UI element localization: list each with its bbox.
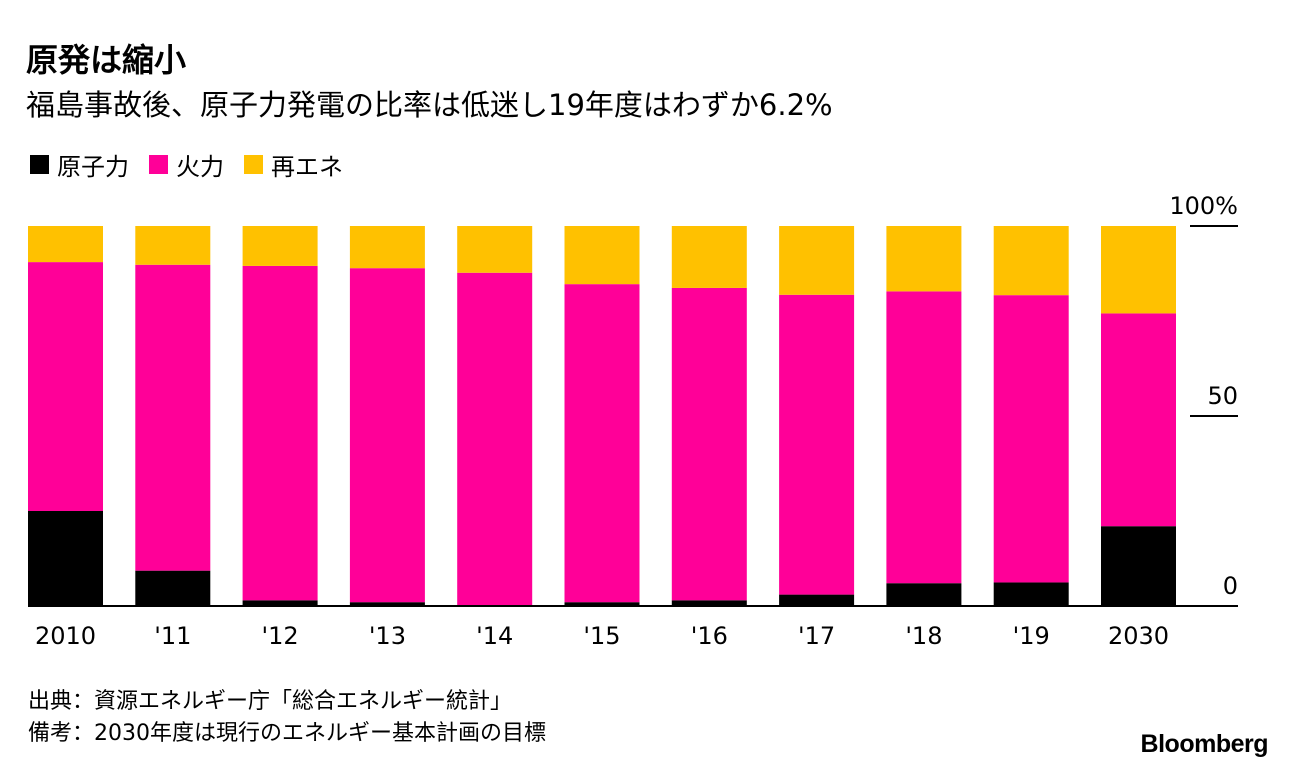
bar-thermal-2010 xyxy=(28,262,103,511)
chart-title: 原発は縮小 xyxy=(26,41,187,79)
bar-nuclear-2015 xyxy=(564,602,640,606)
bar-thermal-2012 xyxy=(242,265,318,601)
bar-renewable-2015 xyxy=(564,226,640,285)
source-note: 出典：資源エネルギー庁「総合エネルギー統計」 xyxy=(28,689,513,714)
x-tick-label-2011: '11 xyxy=(154,622,191,650)
bar-nuclear-2019 xyxy=(993,582,1069,606)
bar-thermal-2011 xyxy=(135,264,211,571)
bar-renewable-2010 xyxy=(28,226,103,263)
legend-label-nuclear: 原子力 xyxy=(57,152,129,181)
x-tick-label-2018: '18 xyxy=(905,622,942,650)
bar-thermal-2017 xyxy=(779,294,855,595)
x-tick-label-2014: '14 xyxy=(476,622,513,650)
x-tick-label-2016: '16 xyxy=(691,622,728,650)
bar-renewable-2019 xyxy=(993,226,1069,296)
legend-swatch-thermal xyxy=(149,154,168,174)
x-tick-label-2012: '12 xyxy=(262,622,299,650)
bar-renewable-2013 xyxy=(349,226,425,269)
legend: 原子力 火力 再エネ xyxy=(30,144,363,184)
x-tick-label-2030: 2030 xyxy=(1108,622,1169,650)
bar-renewable-2016 xyxy=(671,226,747,288)
legend-item-nuclear: 原子力 xyxy=(30,147,129,182)
bloomberg-logo: Bloomberg xyxy=(1140,730,1269,758)
bar-thermal-2018 xyxy=(886,291,962,584)
bar-renewable-2014 xyxy=(457,226,533,273)
bar-thermal-2016 xyxy=(671,287,747,601)
legend-label-renewable: 再エネ xyxy=(271,152,343,181)
legend-item-renewable: 再エネ xyxy=(244,147,343,182)
bar-renewable-2030 xyxy=(1101,226,1176,314)
legend-swatch-renewable xyxy=(244,154,263,174)
legend-label-thermal: 火力 xyxy=(176,152,224,181)
bar-thermal-2019 xyxy=(993,295,1069,583)
x-tick-label-2019: '19 xyxy=(1013,622,1050,650)
bar-renewable-2011 xyxy=(135,226,211,265)
legend-swatch-nuclear xyxy=(30,154,49,174)
x-tick-label-2010: 2010 xyxy=(35,622,96,650)
remark-note: 備考：2030年度は現行のエネルギー基本計画の目標 xyxy=(28,721,546,746)
bar-nuclear-2010 xyxy=(28,511,103,606)
bar-nuclear-2018 xyxy=(886,583,962,606)
y-tick-label-50: 50 xyxy=(1207,382,1238,410)
x-tick-label-2017: '17 xyxy=(798,622,835,650)
bar-nuclear-2011 xyxy=(135,570,211,606)
x-tick-label-2015: '15 xyxy=(583,622,620,650)
bar-thermal-2015 xyxy=(564,284,640,603)
chart-notes: 出典：資源エネルギー庁「総合エネルギー統計」 備考：2030年度は現行のエネルギ… xyxy=(28,686,546,750)
bar-nuclear-2016 xyxy=(671,600,747,606)
bar-thermal-2013 xyxy=(349,268,425,603)
chart-subtitle: 福島事故後、原子力発電の比率は低迷し19年度はわずか6.2% xyxy=(26,88,833,122)
x-tick-label-2013: '13 xyxy=(369,622,406,650)
bar-renewable-2012 xyxy=(242,226,318,266)
bar-nuclear-2017 xyxy=(779,594,855,606)
bar-renewable-2017 xyxy=(779,226,855,295)
y-tick-label-0: 0 xyxy=(1223,572,1238,600)
y-tick-label-100: 100% xyxy=(1169,192,1238,220)
bar-renewable-2018 xyxy=(886,226,962,292)
bar-nuclear-2013 xyxy=(349,602,425,606)
bar-nuclear-2012 xyxy=(242,600,318,606)
legend-item-thermal: 火力 xyxy=(149,147,224,182)
bar-nuclear-2030 xyxy=(1101,526,1176,606)
bar-thermal-2030 xyxy=(1101,313,1176,527)
bar-thermal-2014 xyxy=(457,272,533,606)
